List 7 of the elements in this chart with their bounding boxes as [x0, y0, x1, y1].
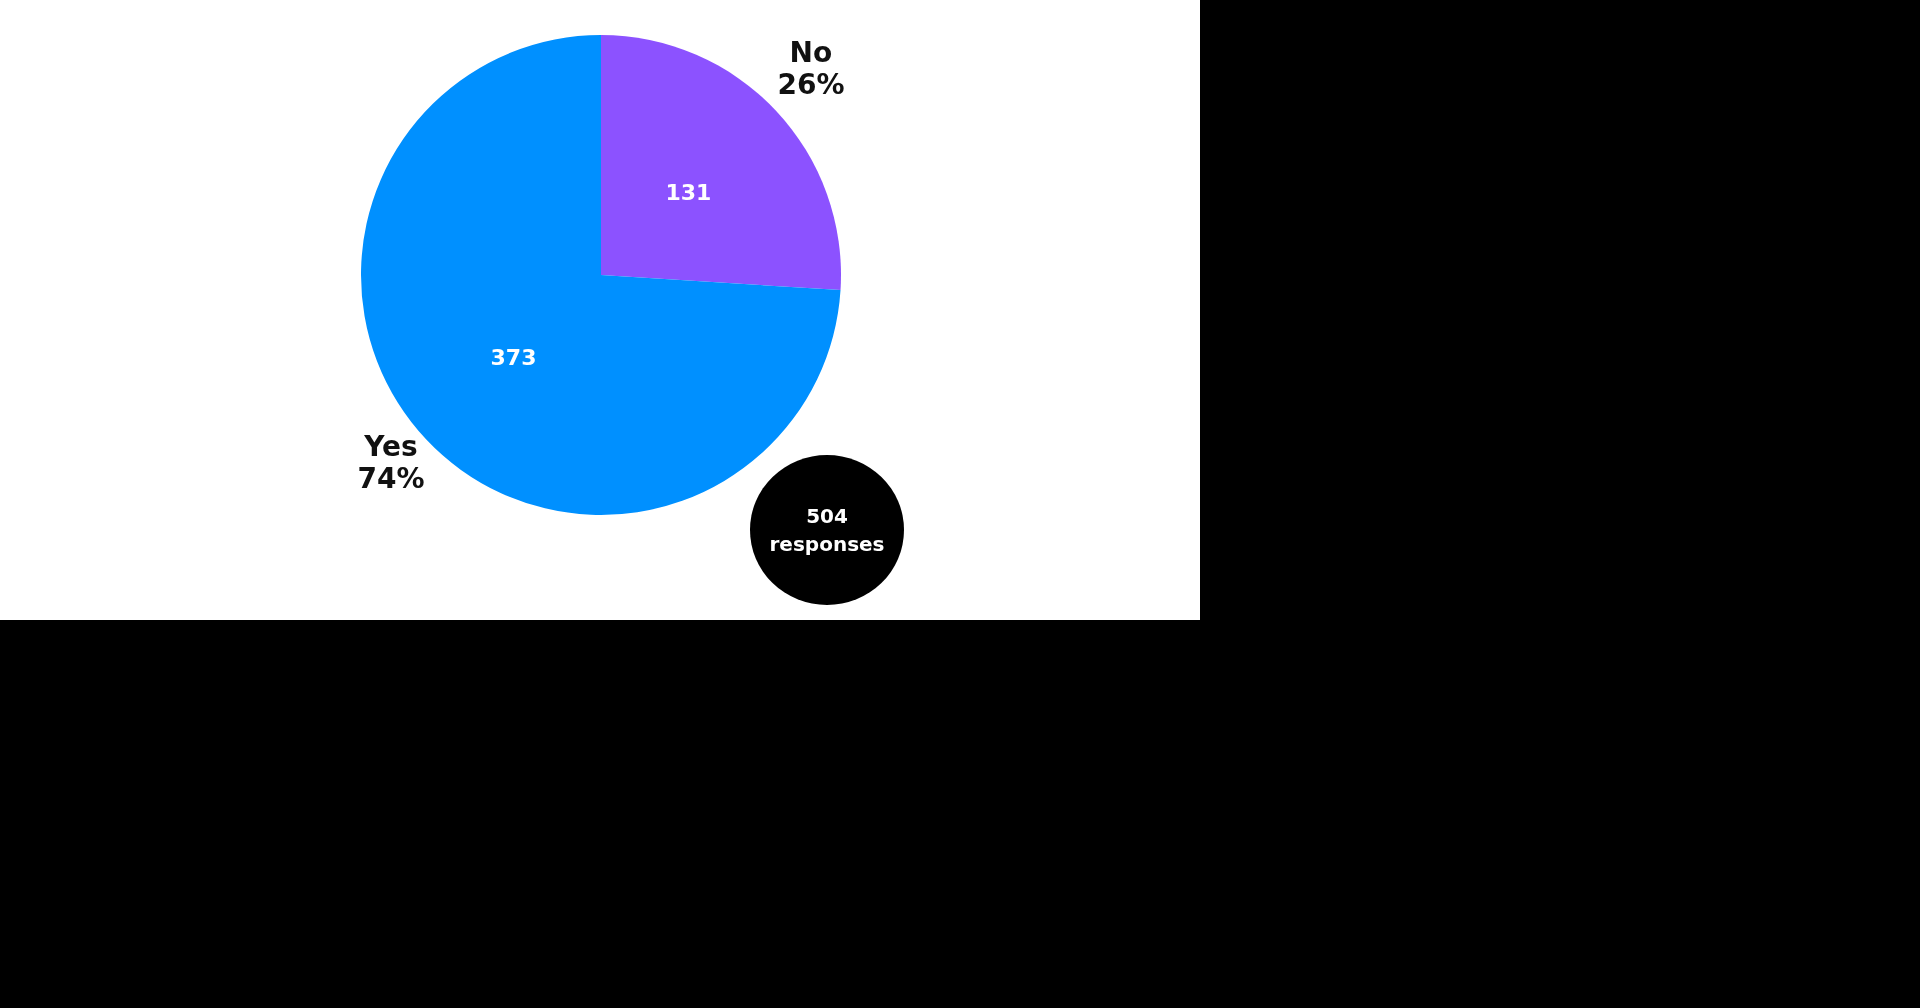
data-label: 26%	[777, 67, 845, 101]
text: 504 responses	[769, 503, 885, 558]
data-label: 74%	[357, 462, 425, 496]
slice-label: No	[789, 35, 833, 69]
slice-label: Yes	[363, 430, 418, 464]
text: 131	[665, 180, 712, 206]
text: 373	[490, 344, 537, 370]
